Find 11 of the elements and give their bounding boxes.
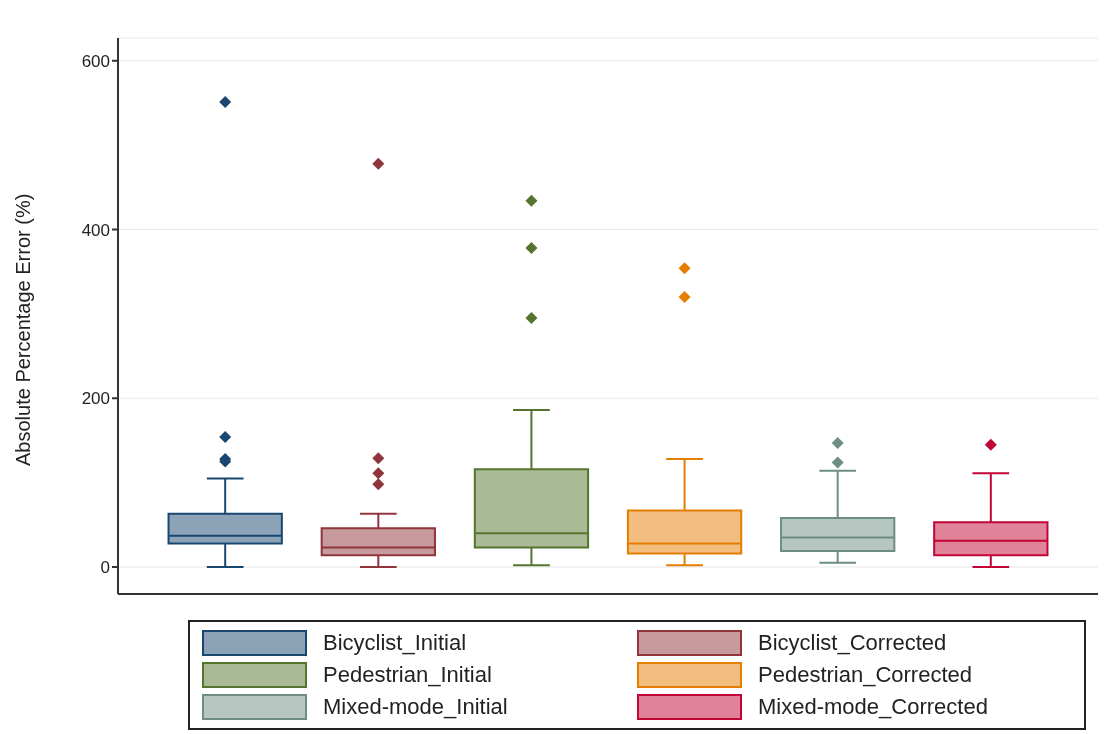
legend-label: Pedestrian_Initial: [323, 662, 492, 688]
legend-label: Mixed-mode_Corrected: [758, 694, 988, 720]
y-tick-label: 200: [81, 389, 110, 409]
legend-label: Bicyclist_Corrected: [758, 630, 947, 656]
y-tick-label: 600: [81, 51, 110, 71]
y-tick-label: 0: [100, 558, 110, 578]
y-axis-title: Absolute Percentage Error (%): [12, 193, 35, 466]
y-tick-label: 400: [81, 220, 110, 240]
legend-label: Pedestrian_Corrected: [758, 662, 973, 688]
legend-label: Mixed-mode_Initial: [323, 694, 508, 720]
legend-label: Bicyclist_Initial: [323, 630, 467, 656]
